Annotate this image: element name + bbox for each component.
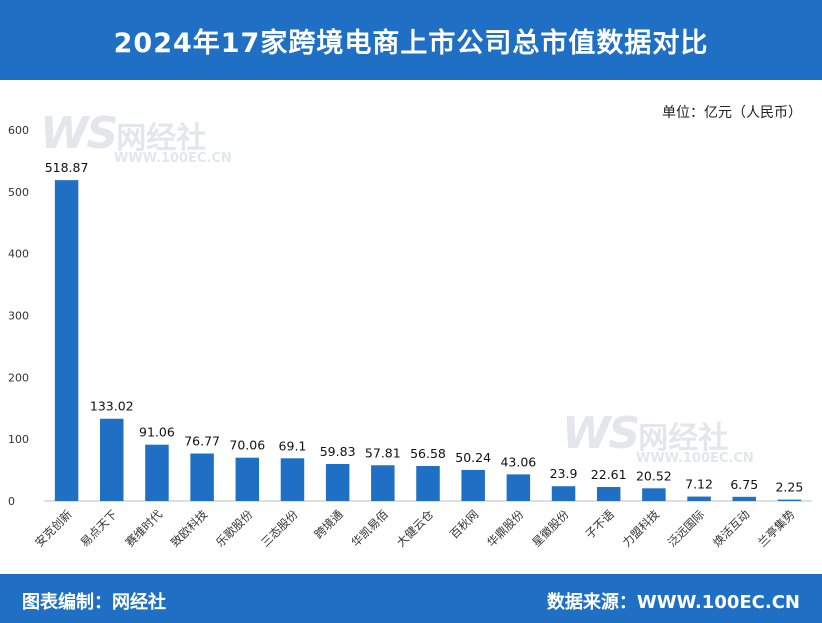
bar xyxy=(642,488,666,501)
y-axis: 0 100 200 300 400 500 600 xyxy=(8,124,812,508)
data-label: 518.87 xyxy=(45,160,89,175)
x-tick-label: 安克创新 xyxy=(32,507,75,550)
data-label: 43.06 xyxy=(500,454,536,469)
unit-label: 单位：亿元（人民币） xyxy=(662,105,802,121)
bar xyxy=(371,465,395,501)
data-label: 69.1 xyxy=(279,438,307,453)
x-tick-label: 三态股份 xyxy=(258,507,301,550)
bar xyxy=(687,496,711,501)
x-tick-label: 跨境通 xyxy=(311,507,346,542)
y-tick-label: 100 xyxy=(8,433,29,446)
watermark-logo-bottom: WS网经社 WWW.100EC.CN xyxy=(562,408,754,466)
x-tick-label: 赛维时代 xyxy=(123,507,166,550)
data-label: 20.52 xyxy=(636,468,672,483)
y-tick-label: 0 xyxy=(8,495,15,508)
data-label: 70.06 xyxy=(229,438,265,453)
data-label: 6.75 xyxy=(730,477,758,492)
x-tick-label: 致欧科技 xyxy=(168,507,211,550)
chart-title: 2024年17家跨境电商上市公司总市值数据对比 xyxy=(0,0,822,80)
data-label: 2.25 xyxy=(775,480,803,495)
y-tick-label: 500 xyxy=(8,186,29,199)
data-label: 57.81 xyxy=(365,445,401,460)
footer-bar: 图表编制：网经社 数据来源：WWW.100EC.CN xyxy=(0,574,822,623)
bar xyxy=(777,499,802,501)
value-labels: 518.87 133.02 91.06 76.77 70.06 69.1 59.83 57.8… xyxy=(45,160,804,494)
x-tick-label: 易点天下 xyxy=(77,507,119,549)
x-tick-label: 力盟科技 xyxy=(620,507,663,550)
bar-series xyxy=(54,180,802,501)
bar xyxy=(145,444,169,501)
data-label: 50.24 xyxy=(455,450,491,465)
x-tick-label: 百秋网 xyxy=(447,507,481,541)
x-tick-label: 星徽股份 xyxy=(529,507,572,550)
y-tick-label: 300 xyxy=(8,310,29,323)
x-axis: 安克创新 易点天下 赛维时代 致欧科技 乐歌股份 三态股份 跨境通 华凯易佰 大健云仓 百秋网 华鼎… xyxy=(32,507,798,550)
bar xyxy=(416,466,440,501)
bar xyxy=(190,453,214,501)
bar xyxy=(235,457,260,501)
bar xyxy=(732,496,756,501)
data-label: 22.61 xyxy=(591,467,627,482)
x-tick-label: 泛远国际 xyxy=(665,507,707,549)
data-label: 91.06 xyxy=(139,425,175,440)
x-tick-label: 乐歌股份 xyxy=(213,507,256,550)
data-label: 7.12 xyxy=(685,477,713,492)
x-tick-label: 兰亭集势 xyxy=(755,507,798,550)
data-label: 59.83 xyxy=(320,444,356,459)
bar xyxy=(551,486,576,501)
data-label: 133.02 xyxy=(90,399,134,414)
x-tick-label: 焕活互动 xyxy=(710,507,752,549)
x-tick-label: 华鼎股份 xyxy=(484,507,527,550)
x-tick-label: 华凯易佰 xyxy=(349,507,391,549)
footer-source: 数据来源：WWW.100EC.CN xyxy=(546,592,800,613)
y-tick-label: 600 xyxy=(8,124,29,137)
x-tick-label: 子不语 xyxy=(583,507,618,542)
data-label: 56.58 xyxy=(410,446,446,461)
x-tick-label: 大健云仓 xyxy=(394,507,437,550)
bar xyxy=(506,474,531,501)
bar xyxy=(280,458,305,501)
y-tick-label: 200 xyxy=(8,371,29,384)
data-label: 23.9 xyxy=(550,466,578,481)
bar xyxy=(325,464,350,501)
footer-credit: 图表编制：网经社 xyxy=(22,592,166,613)
bar xyxy=(461,469,485,501)
bar xyxy=(100,418,124,501)
bar-chart: 0 100 200 300 400 500 600 518.87 133.02 91.06 76.… xyxy=(8,124,812,550)
bar xyxy=(596,487,621,501)
data-label: 76.77 xyxy=(184,434,220,449)
bar xyxy=(54,180,79,501)
watermark-logo-top: WS网经社 WWW.100EC.CN xyxy=(40,108,232,166)
y-tick-label: 400 xyxy=(8,248,29,261)
